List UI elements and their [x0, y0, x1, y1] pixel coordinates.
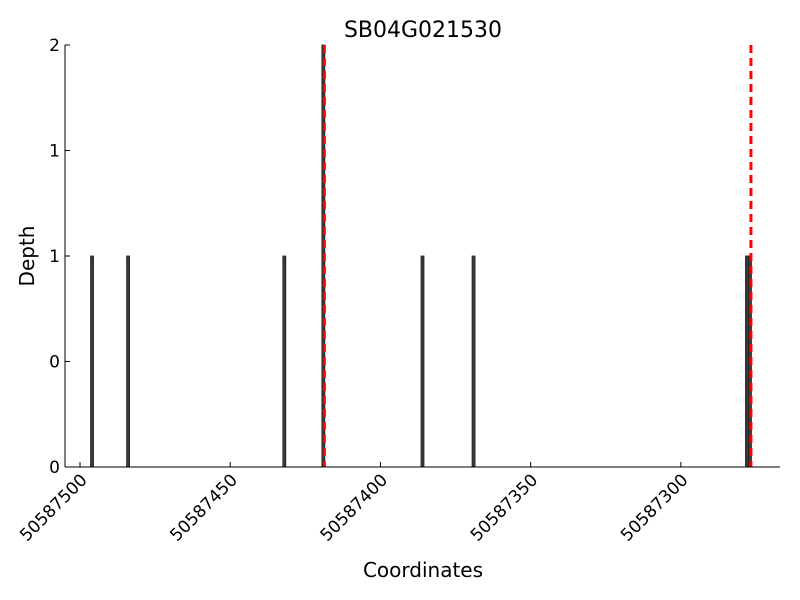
- x-axis-label: Coordinates: [363, 558, 483, 582]
- bar: [90, 255, 94, 468]
- bar: [282, 255, 287, 468]
- bar: [745, 255, 749, 468]
- y-tick-label: 1: [49, 142, 60, 162]
- y-tick-label: 0: [49, 353, 60, 373]
- bar: [471, 255, 476, 468]
- x-tick-label: 50587400: [317, 470, 392, 545]
- x-tick-label: 50587300: [617, 470, 692, 545]
- x-tick-label: 50587450: [166, 470, 241, 545]
- y-tick-label: 2: [49, 36, 60, 56]
- y-tick-label: 0: [49, 458, 60, 478]
- x-tick-label: 50587500: [16, 470, 91, 545]
- y-axis-label: Depth: [15, 226, 39, 287]
- bar: [126, 255, 130, 468]
- x-tick-label: 50587350: [467, 470, 542, 545]
- y-tick-label: 1: [49, 247, 60, 267]
- chart-title: SB04G021530: [344, 18, 502, 43]
- bar: [420, 255, 425, 468]
